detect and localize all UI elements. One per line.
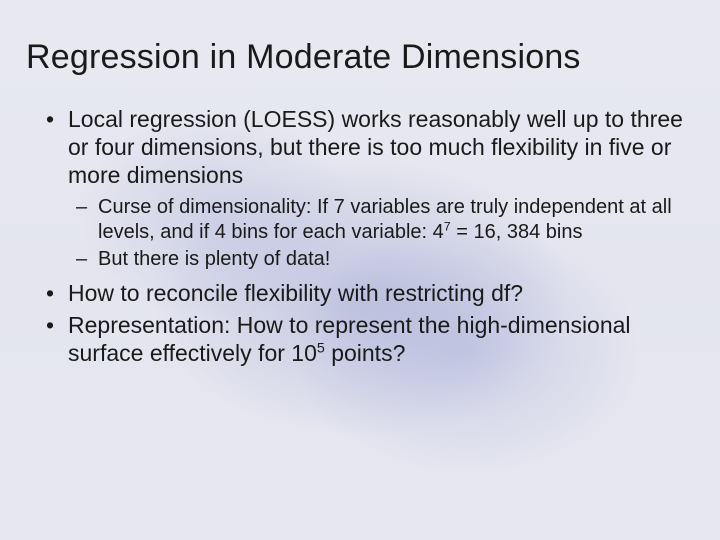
sub-bullet-list: Curse of dimensionality: If 7 variables … [68, 195, 692, 271]
sub-bullet-text: But there is plenty of data! [98, 248, 330, 270]
bullet-text: Local regression (LOESS) works reasonabl… [68, 106, 683, 188]
bullet-text: How to reconcile flexibility with restri… [68, 280, 523, 306]
sub-bullet-text: = 16, 384 bins [451, 221, 583, 243]
bullet-item: How to reconcile flexibility with restri… [68, 279, 692, 307]
sub-bullet-text: Curse of dimensionality: If 7 variables … [98, 196, 672, 242]
sub-bullet-item: Curse of dimensionality: If 7 variables … [98, 195, 692, 244]
bullet-item: Representation: How to represent the hig… [68, 311, 692, 367]
sub-bullet-item: But there is plenty of data! [98, 247, 692, 271]
superscript: 5 [317, 341, 325, 357]
superscript: 7 [444, 219, 451, 233]
slide-title: Regression in Moderate Dimensions [26, 38, 692, 77]
bullet-list: Local regression (LOESS) works reasonabl… [28, 105, 692, 367]
bullet-item: Local regression (LOESS) works reasonabl… [68, 105, 692, 271]
bullet-text: points? [325, 340, 406, 366]
